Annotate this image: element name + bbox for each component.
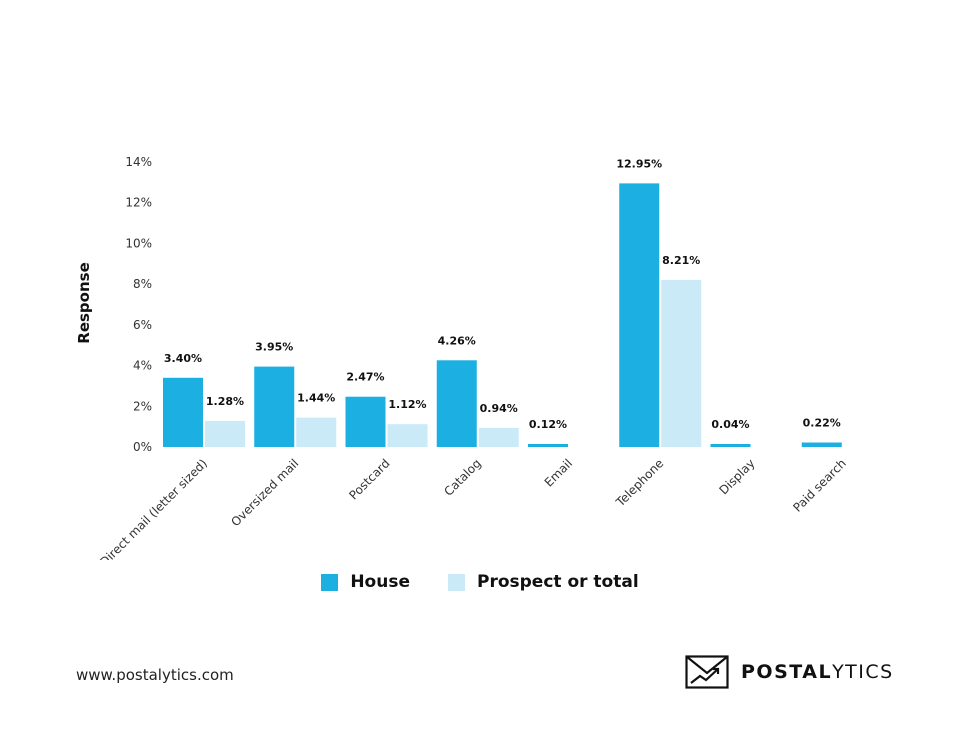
bar-prospect	[478, 427, 519, 447]
x-tick-label: Display	[716, 456, 757, 497]
bar-house	[436, 360, 477, 447]
bar-prospect	[387, 424, 428, 447]
bar-house	[801, 442, 842, 447]
value-labels: 3.40% 1.28% 3.95% 1.44% 2.47% 1.12% 4.26% 0.94%…	[164, 157, 841, 431]
x-tick-label: Catalog	[441, 456, 483, 498]
x-tick-label: Paid search	[790, 456, 848, 514]
brand-name-strong: POSTAL	[741, 661, 833, 683]
legend-swatch-house	[321, 573, 339, 591]
brand-name: POSTALYTICS	[741, 661, 894, 683]
bar-house	[619, 183, 660, 447]
legend-item-prospect: Prospect or total	[447, 572, 639, 592]
data-label: 0.22%	[803, 417, 841, 430]
legend-label-prospect: Prospect or total	[476, 572, 639, 592]
data-label: 2.47%	[346, 371, 384, 384]
data-label: 3.95%	[255, 341, 293, 354]
y-tick-label: 6%	[133, 318, 152, 332]
legend-label-house: House	[350, 572, 410, 592]
y-axis: 0% 2% 4% 6% 8% 10% 12% 14%	[125, 155, 152, 454]
bar-house	[163, 377, 203, 447]
y-tick-label: 2%	[133, 399, 152, 413]
bar-prospect	[296, 417, 337, 447]
legend: House Prospect or total	[0, 572, 960, 592]
bar-house	[710, 444, 751, 447]
data-label: 4.26%	[438, 334, 476, 347]
bar-prospect	[205, 420, 245, 447]
y-tick-label: 0%	[133, 440, 152, 454]
legend-swatch-prospect	[447, 573, 465, 591]
y-tick-label: 12%	[125, 196, 152, 210]
y-tick-label: 10%	[125, 236, 152, 250]
bar-house	[528, 444, 568, 447]
y-axis-title: Response	[75, 262, 93, 343]
data-label: 0.94%	[480, 402, 518, 415]
bar-house	[254, 366, 295, 447]
data-label: 0.12%	[529, 418, 567, 431]
x-tick-label: Email	[542, 456, 575, 489]
data-label: 0.04%	[711, 418, 749, 431]
data-label: 12.95%	[616, 157, 662, 170]
x-tick-label: Direct mail (letter sized)	[97, 456, 210, 560]
x-tick-label: Postcard	[346, 456, 392, 502]
y-tick-label: 14%	[125, 155, 152, 169]
y-tick-label: 8%	[133, 277, 152, 291]
data-label: 3.40%	[164, 352, 202, 365]
legend-item-house: House	[321, 572, 410, 592]
envelope-chart-icon	[685, 655, 729, 689]
x-tick-label: Oversized mail	[228, 456, 301, 529]
bar-house	[345, 396, 386, 447]
website-url: www.postalytics.com	[76, 666, 234, 684]
x-axis: Direct mail (letter sized) Oversized mail…	[97, 456, 849, 560]
brand-name-light: YTICS	[832, 661, 894, 683]
data-label: 1.12%	[388, 398, 426, 411]
bar-chart: Response 0%2%4%6%8%10%12%14% 3.40%1.28%3…	[75, 155, 849, 560]
brand-logo: POSTALYTICS	[685, 655, 894, 689]
x-tick-label: Telephone	[613, 456, 667, 510]
data-label: 1.44%	[297, 392, 335, 405]
data-label: 1.28%	[206, 395, 244, 408]
bars-group	[163, 183, 842, 447]
bar-prospect	[661, 279, 702, 447]
data-label: 8.21%	[662, 254, 700, 267]
y-tick-label: 4%	[133, 359, 152, 373]
